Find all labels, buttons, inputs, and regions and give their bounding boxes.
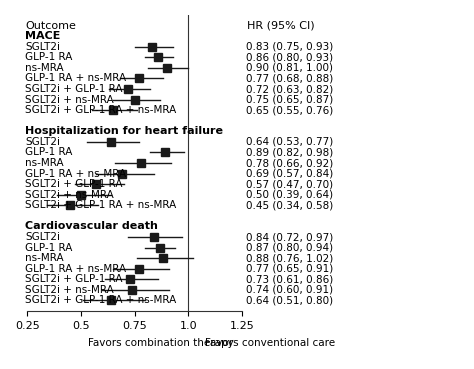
Text: GLP-1 RA: GLP-1 RA xyxy=(25,148,73,158)
Text: SGLT2i + ns-MRA: SGLT2i + ns-MRA xyxy=(25,190,114,200)
Text: GLP-1 RA: GLP-1 RA xyxy=(25,52,73,62)
Text: GLP-1 RA: GLP-1 RA xyxy=(25,242,73,253)
Text: 0.65 (0.55, 0.76): 0.65 (0.55, 0.76) xyxy=(246,105,333,115)
Text: HR (95% CI): HR (95% CI) xyxy=(246,21,314,31)
Text: ns-MRA: ns-MRA xyxy=(25,63,64,73)
Text: Favors combination therapy: Favors combination therapy xyxy=(88,338,233,348)
Text: SGLT2i: SGLT2i xyxy=(25,137,60,147)
Text: SGLT2i + ns-MRA: SGLT2i + ns-MRA xyxy=(25,94,114,104)
Text: SGLT2i + GLP-1 RA + ns-MRA: SGLT2i + GLP-1 RA + ns-MRA xyxy=(25,200,176,210)
Text: SGLT2i + ns-MRA: SGLT2i + ns-MRA xyxy=(25,285,114,295)
Text: ns-MRA: ns-MRA xyxy=(25,253,64,263)
Text: SGLT2i + GLP-1 RA: SGLT2i + GLP-1 RA xyxy=(25,179,123,189)
Text: ns-MRA: ns-MRA xyxy=(25,158,64,168)
Text: GLP-1 RA + ns-MRA: GLP-1 RA + ns-MRA xyxy=(25,169,127,179)
Text: 0.78 (0.66, 0.92): 0.78 (0.66, 0.92) xyxy=(246,158,333,168)
Text: GLP-1 RA + ns-MRA: GLP-1 RA + ns-MRA xyxy=(25,73,127,83)
Text: Outcome: Outcome xyxy=(25,21,76,31)
Text: 0.88 (0.76, 1.02): 0.88 (0.76, 1.02) xyxy=(246,253,333,263)
Text: Cardiovascular death: Cardiovascular death xyxy=(25,221,158,231)
Text: GLP-1 RA + ns-MRA: GLP-1 RA + ns-MRA xyxy=(25,264,127,274)
Text: 0.90 (0.81, 1.00): 0.90 (0.81, 1.00) xyxy=(246,63,333,73)
Text: 0.86 (0.80, 0.93): 0.86 (0.80, 0.93) xyxy=(246,52,333,62)
Text: SGLT2i + GLP-1 RA + ns-MRA: SGLT2i + GLP-1 RA + ns-MRA xyxy=(25,296,176,306)
Text: SGLT2i + GLP-1 RA + ns-MRA: SGLT2i + GLP-1 RA + ns-MRA xyxy=(25,105,176,115)
Text: SGLT2i + GLP-1 RA: SGLT2i + GLP-1 RA xyxy=(25,274,123,284)
Text: Favors conventional care: Favors conventional care xyxy=(205,338,335,348)
Text: 0.69 (0.57, 0.84): 0.69 (0.57, 0.84) xyxy=(246,169,333,179)
Text: 0.74 (0.60, 0.91): 0.74 (0.60, 0.91) xyxy=(246,285,333,295)
Text: 0.83 (0.75, 0.93): 0.83 (0.75, 0.93) xyxy=(246,42,333,52)
Text: 0.89 (0.82, 0.98): 0.89 (0.82, 0.98) xyxy=(246,148,333,158)
Text: 0.64 (0.51, 0.80): 0.64 (0.51, 0.80) xyxy=(246,296,333,306)
Text: 0.64 (0.53, 0.77): 0.64 (0.53, 0.77) xyxy=(246,137,333,147)
Text: 0.77 (0.68, 0.88): 0.77 (0.68, 0.88) xyxy=(246,73,333,83)
Text: SGLT2i: SGLT2i xyxy=(25,42,60,52)
Text: 0.75 (0.65, 0.87): 0.75 (0.65, 0.87) xyxy=(246,94,333,104)
Text: 0.50 (0.39, 0.64): 0.50 (0.39, 0.64) xyxy=(246,190,333,200)
Text: 0.77 (0.65, 0.91): 0.77 (0.65, 0.91) xyxy=(246,264,333,274)
Text: SGLT2i + GLP-1 RA: SGLT2i + GLP-1 RA xyxy=(25,84,123,94)
Text: Hospitalization for heart failure: Hospitalization for heart failure xyxy=(25,126,223,136)
Text: 0.87 (0.80, 0.94): 0.87 (0.80, 0.94) xyxy=(246,242,333,253)
Text: SGLT2i: SGLT2i xyxy=(25,232,60,242)
Text: 0.45 (0.34, 0.58): 0.45 (0.34, 0.58) xyxy=(246,200,333,210)
Text: 0.73 (0.61, 0.86): 0.73 (0.61, 0.86) xyxy=(246,274,333,284)
Text: MACE: MACE xyxy=(25,31,61,41)
Text: 0.84 (0.72, 0.97): 0.84 (0.72, 0.97) xyxy=(246,232,333,242)
Text: 0.57 (0.47, 0.70): 0.57 (0.47, 0.70) xyxy=(246,179,333,189)
Text: 0.72 (0.63, 0.82): 0.72 (0.63, 0.82) xyxy=(246,84,333,94)
